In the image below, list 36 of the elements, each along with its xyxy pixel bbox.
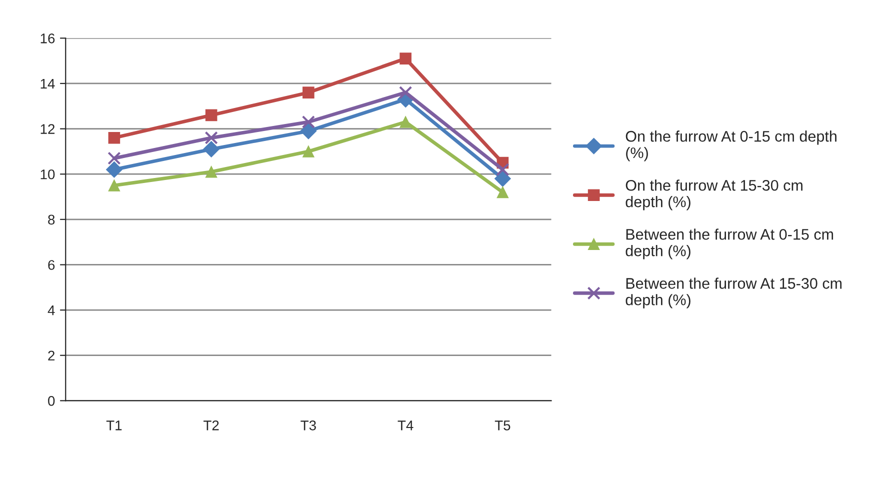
x-tick-label: T1 <box>106 420 122 430</box>
point <box>205 166 218 178</box>
y-tick-label: 4 <box>48 306 55 316</box>
point <box>108 152 121 165</box>
point <box>496 162 510 176</box>
legend-label: On the furrow At 0-15 cm depth (%) <box>626 130 836 162</box>
y-tick-label: 0 <box>48 396 55 406</box>
point <box>302 86 314 98</box>
y-tick-label: 12 <box>40 124 55 134</box>
point <box>108 132 120 144</box>
point <box>302 115 316 129</box>
y-tick-label: 10 <box>40 169 55 180</box>
point <box>300 122 317 140</box>
legend-label: On the furrow At 15-30 cm depth (%) <box>626 180 802 210</box>
y-tick-label: 14 <box>40 78 55 89</box>
y-tick-label: 16 <box>40 33 55 44</box>
point <box>108 180 120 192</box>
legend-label: Between the furrow At 0-15 cm depth (%) <box>626 228 834 260</box>
x-tick-label: T3 <box>300 420 316 430</box>
x-tick-label: T2 <box>204 420 219 430</box>
point <box>398 86 412 100</box>
point <box>302 146 314 158</box>
y-tick-label: 8 <box>48 214 55 225</box>
point <box>204 131 218 144</box>
point <box>400 52 412 64</box>
y-tick-label: 2 <box>48 350 55 360</box>
point <box>205 109 218 122</box>
legend-label: Between the furrow At 15-30 cm depth (%) <box>626 278 842 308</box>
point <box>400 116 412 128</box>
x-tick-label: T5 <box>494 420 510 430</box>
point <box>203 140 220 158</box>
y-tick-label: 6 <box>48 260 55 270</box>
point <box>496 186 509 198</box>
x-tick-label: T4 <box>398 420 414 430</box>
point <box>494 170 511 187</box>
point <box>106 161 122 178</box>
